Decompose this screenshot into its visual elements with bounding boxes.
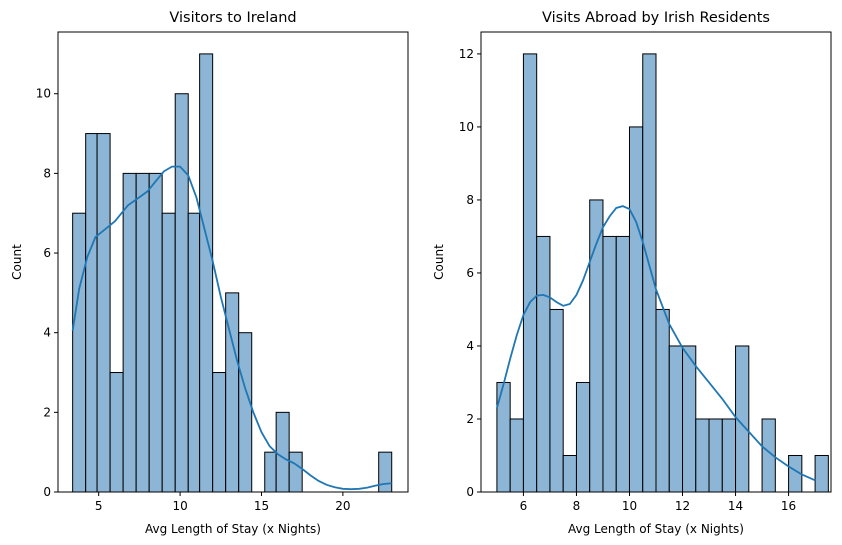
- histogram-bar-9: [187, 212, 201, 493]
- histogram-bar-10: [628, 126, 644, 493]
- kde-curve: [71, 165, 392, 491]
- chart-visitors-to-ireland: Visitors to Ireland 5 10 15 20 0 2 4 6 8 10 Avg …: [10, 10, 409, 536]
- x-tick-label: 20: [335, 499, 350, 513]
- histogram-bar-17: [721, 418, 737, 493]
- histogram-bar-3: [109, 372, 124, 493]
- chart-title: Visits Abroad by Irish Residents: [542, 10, 770, 26]
- x-tick-label: 6: [520, 499, 528, 513]
- y-tick-label: 8: [43, 166, 51, 180]
- histogram-bar-9: [615, 235, 630, 493]
- kde-curve: [496, 205, 816, 482]
- plot-frame: [480, 31, 832, 493]
- histogram-bar-14: [682, 345, 697, 493]
- chart-title: Visitors to Ireland: [169, 10, 296, 26]
- histogram-bar-16: [708, 418, 723, 493]
- histogram-bar-4: [122, 172, 137, 493]
- y-tick-label: 2: [466, 412, 474, 426]
- histogram-bar-17: [288, 451, 303, 493]
- histogram-bar-15: [695, 418, 710, 493]
- y-axis-ticks: 0 2 4 6 8 10: [36, 87, 58, 499]
- histogram-bar-7: [161, 212, 176, 493]
- x-axis-label: Avg Length of Stay (x Nights): [145, 522, 321, 536]
- histogram-bars: [496, 53, 829, 493]
- x-tick-label: 5: [95, 499, 103, 513]
- histogram-bar-8: [602, 235, 617, 493]
- x-axis-ticks: 5 10 15 20: [95, 492, 351, 513]
- histogram-bar-2: [522, 53, 538, 493]
- x-axis-ticks: 6 8 10 12 14 16: [520, 492, 796, 513]
- histogram-bar-13: [238, 332, 253, 493]
- y-axis-label: Count: [10, 244, 24, 280]
- histogram-bar-16: [275, 411, 290, 493]
- y-tick-label: 0: [466, 485, 474, 499]
- x-tick-label: 10: [622, 499, 637, 513]
- plot-frame: [57, 31, 409, 493]
- histogram-bars: [72, 53, 393, 493]
- histogram-bar-12: [655, 308, 670, 493]
- y-tick-label: 10: [36, 87, 51, 101]
- histogram-bar-1: [509, 418, 524, 493]
- y-tick-label: 12: [459, 47, 474, 61]
- y-tick-label: 0: [43, 485, 51, 499]
- histogram-bar-6: [575, 381, 591, 493]
- histogram-bar-24: [814, 454, 829, 493]
- x-axis-label: Avg Length of Stay (x Nights): [568, 522, 744, 536]
- y-tick-label: 4: [466, 339, 474, 353]
- histogram-bar-6: [148, 172, 163, 493]
- histogram-bar-8: [174, 93, 189, 493]
- y-tick-label: 6: [466, 266, 474, 280]
- x-tick-label: 8: [573, 499, 581, 513]
- x-tick-label: 15: [254, 499, 269, 513]
- chart-visits-abroad: Visits Abroad by Irish Residents 6 8 10 12 1…: [432, 10, 832, 536]
- histogram-bar-13: [668, 345, 684, 493]
- y-tick-label: 10: [459, 120, 474, 134]
- x-tick-label: 16: [781, 499, 796, 513]
- histogram-bar-10: [199, 53, 214, 493]
- histogram-bar-3: [536, 235, 551, 493]
- histogram-bar-1: [85, 133, 98, 493]
- y-tick-label: 8: [466, 193, 474, 207]
- histogram-bar-15: [264, 451, 277, 493]
- histogram-bar-5: [562, 454, 577, 493]
- y-axis-ticks: 0 2 4 6 8 10 12: [459, 47, 481, 499]
- y-axis-label: Count: [432, 244, 446, 280]
- histogram-bar-2: [96, 133, 111, 493]
- histogram-bar-24: [378, 451, 393, 493]
- histogram-bar-5: [135, 172, 150, 493]
- histogram-bar-0: [72, 212, 87, 493]
- x-tick-label: 12: [675, 499, 690, 513]
- x-tick-label: 14: [728, 499, 743, 513]
- histogram-bar-11: [212, 372, 227, 493]
- y-tick-label: 4: [43, 326, 51, 340]
- histogram-bar-11: [642, 53, 657, 493]
- y-tick-label: 6: [43, 246, 51, 260]
- histogram-bar-4: [549, 308, 564, 493]
- y-tick-label: 2: [43, 405, 51, 419]
- x-tick-label: 10: [172, 499, 187, 513]
